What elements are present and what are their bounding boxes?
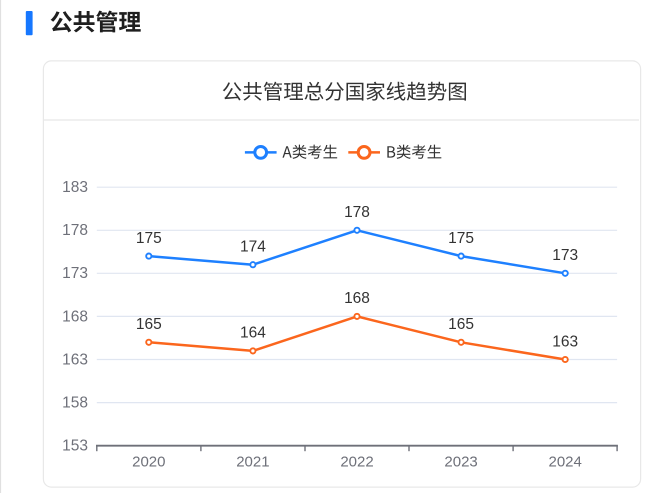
svg-text:173: 173: [62, 265, 88, 282]
svg-text:178: 178: [62, 222, 88, 239]
svg-text:164: 164: [240, 325, 266, 342]
svg-text:175: 175: [136, 230, 162, 247]
svg-text:165: 165: [136, 316, 162, 333]
svg-text:178: 178: [344, 204, 370, 221]
svg-text:168: 168: [344, 290, 370, 307]
svg-text:173: 173: [552, 247, 578, 264]
svg-text:2020: 2020: [132, 454, 165, 471]
svg-text:168: 168: [62, 308, 88, 325]
svg-text:153: 153: [62, 438, 88, 455]
svg-text:165: 165: [448, 316, 474, 333]
svg-text:2024: 2024: [549, 454, 582, 471]
svg-text:175: 175: [448, 230, 474, 247]
svg-text:183: 183: [62, 179, 88, 196]
svg-text:2021: 2021: [236, 454, 269, 471]
svg-text:163: 163: [552, 333, 578, 350]
svg-text:2022: 2022: [340, 454, 373, 471]
svg-text:163: 163: [62, 351, 88, 368]
svg-text:174: 174: [240, 239, 266, 256]
svg-text:158: 158: [62, 395, 88, 412]
svg-text:2023: 2023: [444, 454, 477, 471]
